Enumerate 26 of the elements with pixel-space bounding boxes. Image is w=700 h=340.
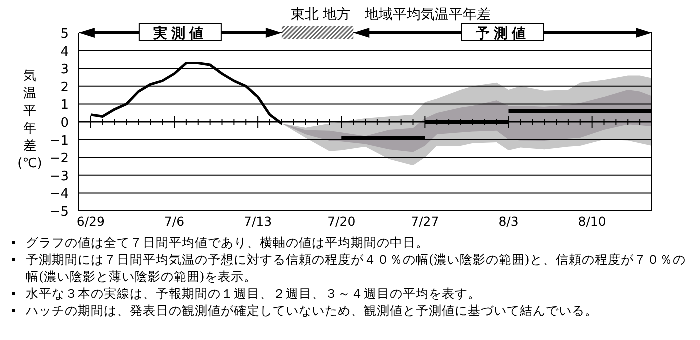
text: 予測期間には７日間平均気温の予想に対する信頼の程度が４０％の幅(濃い陰影の範囲)と、信頼の程度が７０％の幅(濃い陰影と薄い陰影の範囲)を表示。 xyxy=(26,251,687,285)
y-tick-label: 5 xyxy=(60,27,69,42)
y-tick-label: −2 xyxy=(50,152,69,167)
y-tick-label: 3 xyxy=(60,62,69,78)
y-tick-label: −1 xyxy=(50,134,69,149)
chart-title: 東北 地方 地域平均気温平年差 xyxy=(290,7,492,23)
x-tick-label: 6/29 xyxy=(76,214,106,229)
annotation: 予測値 xyxy=(474,26,530,42)
y-axis-title: 気温平年差(℃) xyxy=(18,69,42,172)
y-tick-label: 2 xyxy=(60,80,69,96)
x-tick-label: 7/20 xyxy=(328,214,356,229)
annotation: 実測値 xyxy=(153,25,208,42)
y-tick-label: −3 xyxy=(50,169,69,184)
y-tick-label: 1 xyxy=(60,98,69,114)
y-tick-label: 4 xyxy=(60,44,69,60)
y-tick-label: −5 xyxy=(50,205,69,220)
text: グラフの値は全て７日間平均値であり、横軸の値は平均期間の中日。 xyxy=(26,234,429,251)
y-tick-label: −4 xyxy=(50,187,69,202)
text: ハッチの期間は、発表日の観測値が確定していないため、観測値と予測値に基づいて結んでいる。 xyxy=(26,302,598,319)
x-tick-label: 7/27 xyxy=(411,214,440,229)
text: 水平な３本の実線は、予報期間の１週目、２週目、３～４週目の平均を表す。 xyxy=(26,285,481,302)
x-tick-label: 7/6 xyxy=(164,214,185,229)
y-tick-label: 0 xyxy=(60,116,69,131)
x-tick-label: 8/10 xyxy=(578,214,606,229)
x-tick-label: 8/3 xyxy=(498,214,519,229)
x-tick-label: 7/13 xyxy=(244,214,272,229)
